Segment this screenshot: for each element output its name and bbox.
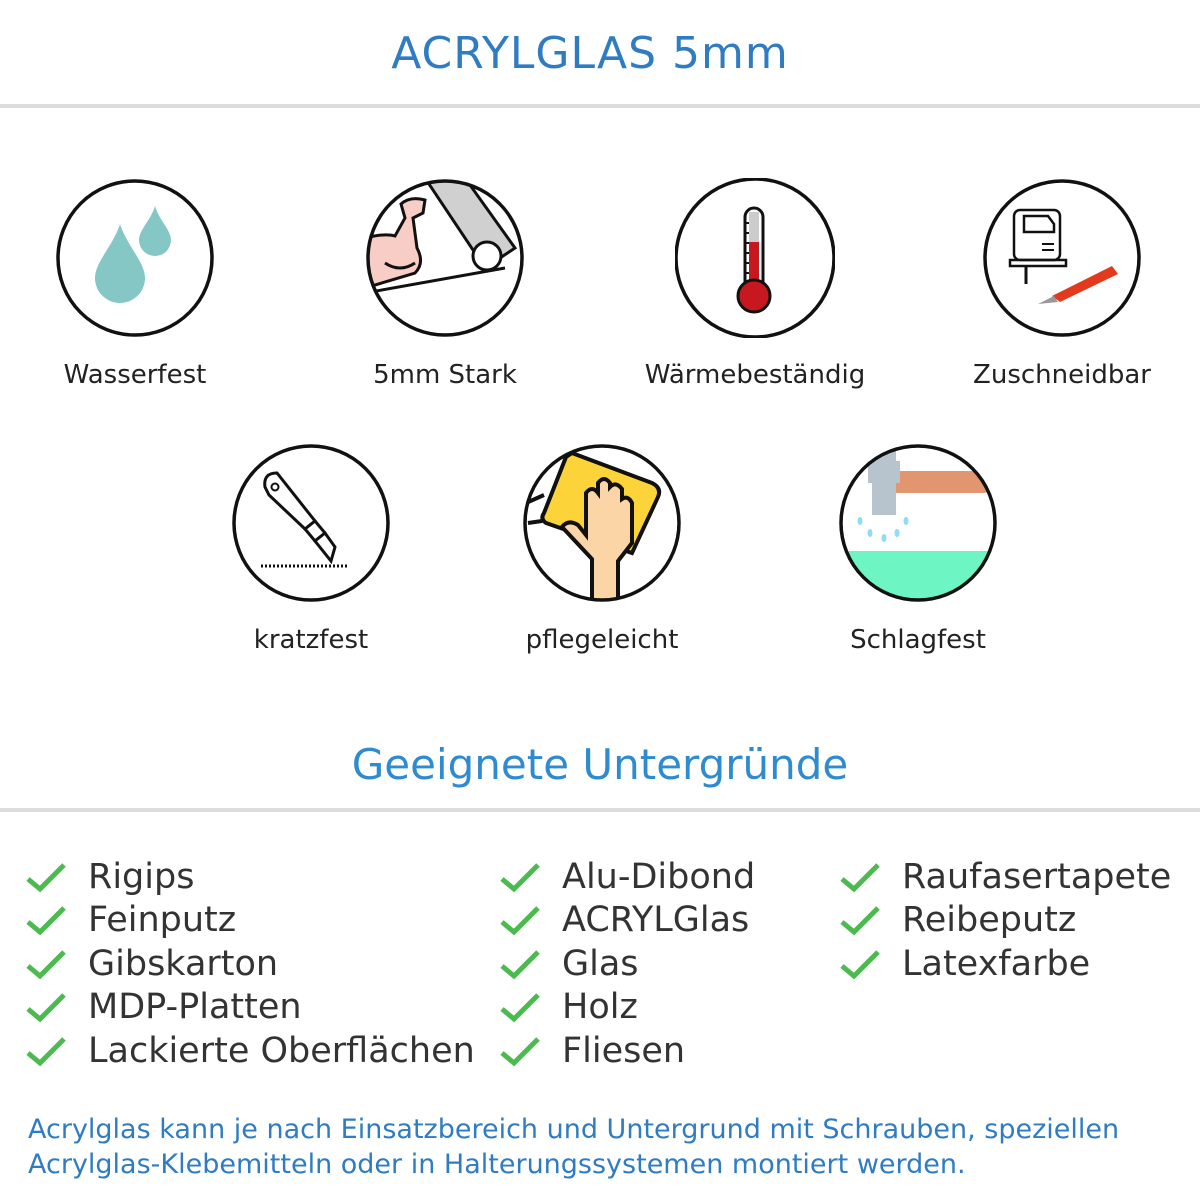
surface-label: Alu-Dibond <box>562 856 756 897</box>
surface-label: Raufasertapete <box>902 856 1172 897</box>
checkmark-icon <box>840 949 880 980</box>
surface-label: MDP-Platten <box>88 987 302 1028</box>
surface-label: Reibeputz <box>902 900 1077 941</box>
surface-column: Raufasertapete Reibeputz Latexfarbe <box>840 855 1171 986</box>
feature-zuschneidbar: Zuschneidbar <box>942 178 1182 390</box>
water-drops-icon <box>56 179 214 337</box>
checkmark-icon <box>26 1036 66 1067</box>
surface-item: Glas <box>500 942 755 986</box>
feature-pflegeleicht: pflegeleicht <box>482 443 722 655</box>
surface-column: Rigips Feinputz Gibskarton MDP-Platten Lacki… <box>26 855 475 1073</box>
feature-label: Wasserfest <box>63 360 207 390</box>
strong-arm-icon <box>366 179 524 337</box>
feature-schlagfest: Schlagfest <box>798 443 1038 655</box>
surface-item: Gibskarton <box>26 942 475 986</box>
surface-item: Reibeputz <box>840 899 1171 943</box>
surface-label: Glas <box>562 943 639 984</box>
checkmark-icon <box>26 949 66 980</box>
surface-item: Lackierte Oberflächen <box>26 1029 475 1073</box>
surface-item: ACRYLGlas <box>500 899 755 943</box>
surface-label: Feinputz <box>88 900 237 941</box>
feature-label: kratzfest <box>253 625 369 655</box>
jigsaw-cutter-icon <box>983 179 1141 337</box>
surface-item: Raufasertapete <box>840 855 1171 899</box>
surface-label: Gibskarton <box>88 943 279 984</box>
divider <box>0 808 1200 812</box>
checkmark-icon <box>500 906 540 936</box>
surface-label: Fliesen <box>562 1030 686 1071</box>
feature-wasserfest: Wasserfest <box>15 178 255 390</box>
checkmark-icon <box>500 862 540 893</box>
cleaning-hand-icon <box>523 444 681 602</box>
feature-label: Schlagfest <box>850 625 986 655</box>
box-cutter-icon <box>232 444 390 602</box>
page-title: ACRYLGLAS 5mm <box>391 28 789 79</box>
surface-item: Holz <box>500 986 755 1030</box>
divider <box>0 104 1200 108</box>
surface-item: Alu-Dibond <box>500 855 755 899</box>
checkmark-icon <box>840 862 880 893</box>
surface-label: Rigips <box>88 856 195 897</box>
surface-item: Feinputz <box>26 899 475 943</box>
checkmark-icon <box>26 906 66 936</box>
surface-item: MDP-Platten <box>26 986 475 1030</box>
surface-label: Lackierte Oberflächen <box>88 1030 475 1071</box>
hammer-icon <box>839 444 997 602</box>
feature-label: Wärmebeständig <box>644 360 866 390</box>
checkmark-icon <box>840 906 880 936</box>
feature-kratzfest: kratzfest <box>191 443 431 655</box>
feature-5mm-stark: 5mm Stark <box>325 178 565 390</box>
surface-label: Latexfarbe <box>902 943 1091 984</box>
surface-label: Holz <box>562 987 638 1028</box>
surface-item: Rigips <box>26 855 475 899</box>
surface-column: Alu-Dibond ACRYLGlas Glas Holz Fliesen <box>500 855 755 1073</box>
checkmark-icon <box>26 993 66 1023</box>
checkmark-icon <box>500 993 540 1023</box>
checkmark-icon <box>500 949 540 980</box>
feature-waermebestaendig: Wärmebeständig <box>635 178 875 390</box>
feature-label: Zuschneidbar <box>973 360 1151 390</box>
section-title: Geeignete Untergründe <box>351 740 849 789</box>
surface-item: Fliesen <box>500 1029 755 1073</box>
checkmark-icon <box>26 862 66 893</box>
feature-label: pflegeleicht <box>525 625 679 655</box>
feature-label: 5mm Stark <box>373 360 517 390</box>
footer-note: Acrylglas kann je nach Einsatzbereich un… <box>28 1114 1120 1180</box>
checkmark-icon <box>500 1036 540 1067</box>
surface-label: ACRYLGlas <box>562 900 750 941</box>
thermometer-icon <box>675 178 835 338</box>
surface-item: Latexfarbe <box>840 942 1171 986</box>
